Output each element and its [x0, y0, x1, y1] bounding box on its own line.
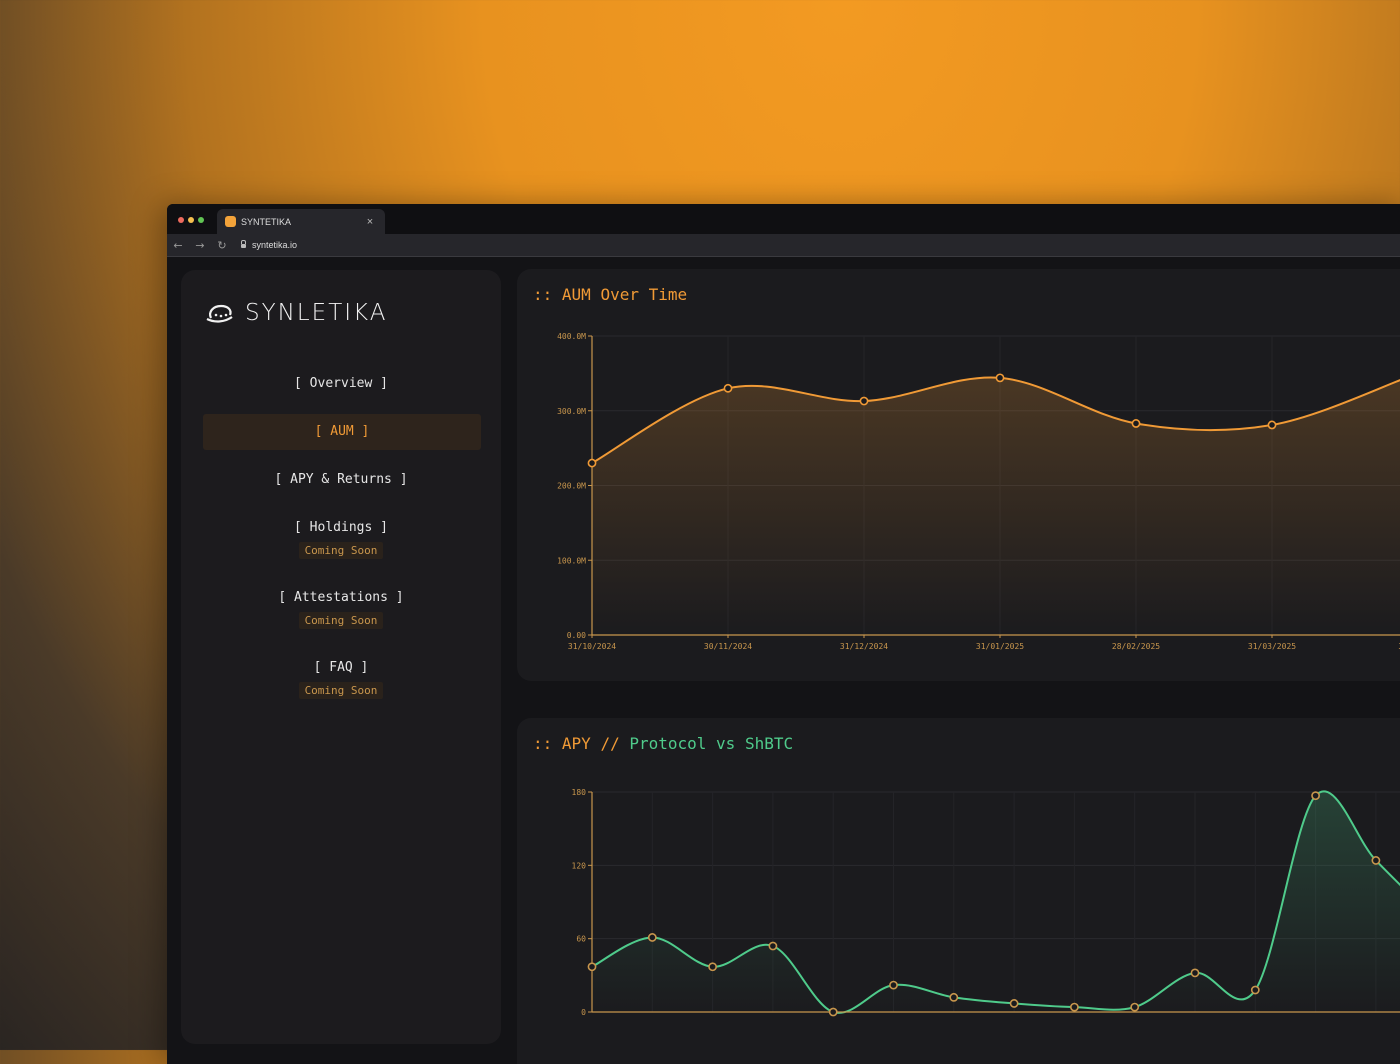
- sidebar-item-label: [ Overview ]: [294, 376, 388, 391]
- lock-icon: [241, 240, 246, 248]
- address-bar: ← → ↻ syntetika.io: [167, 234, 1400, 257]
- brand-name: SYNⅬETIKA: [245, 300, 388, 326]
- title-prefix: ::: [533, 734, 562, 753]
- coming-soon-badge: Coming Soon: [298, 542, 384, 559]
- back-arrow-icon[interactable]: ←: [173, 238, 183, 252]
- title-text-b: Protocol vs ShBTC: [629, 734, 794, 753]
- browser-tab[interactable]: SYNTETIKA ×: [217, 209, 385, 234]
- data-point: [1130, 1002, 1140, 1012]
- favicon-icon: [225, 216, 236, 227]
- sidebar-item-label: [ Attestations ]: [278, 590, 404, 605]
- tab-close-icon[interactable]: ×: [366, 215, 374, 228]
- coming-soon-badge: Coming Soon: [298, 682, 384, 699]
- data-point: [587, 458, 597, 468]
- minimize-window-dot[interactable]: [188, 217, 194, 223]
- data-point: [708, 962, 717, 972]
- sidebar-item-faq[interactable]: [ FAQ ] Coming Soon: [181, 660, 501, 699]
- data-point: [1190, 968, 1200, 978]
- y-tick-label: 0: [581, 1008, 586, 1017]
- data-point: [949, 992, 959, 1002]
- series-area: [592, 377, 1400, 635]
- browser-window: SYNTETIKA × ← → ↻ syntetika.io SYNⅬETIKA…: [167, 204, 1400, 1064]
- y-tick-label: 200.0M: [557, 482, 586, 491]
- y-tick-label: 0.00: [567, 631, 586, 640]
- data-point: [1267, 420, 1277, 430]
- y-tick-label: 400.0M: [557, 332, 586, 341]
- data-point: [1131, 419, 1141, 428]
- x-tick-label: 31/10/2024: [568, 642, 616, 651]
- sidebar-item-label: [ FAQ ]: [313, 660, 369, 675]
- coming-soon-badge: Coming Soon: [298, 612, 384, 629]
- y-tick-label: 60: [576, 935, 586, 944]
- forward-arrow-icon[interactable]: →: [195, 238, 205, 252]
- aum-chart-title: :: AUM Over Time: [533, 285, 687, 304]
- browser-tab-bar: SYNTETIKA ×: [167, 204, 1400, 234]
- window-controls: [178, 217, 204, 223]
- series-area: [592, 791, 1400, 1013]
- data-point: [723, 383, 733, 393]
- sidebar-item-label: [ APY & Returns ]: [274, 472, 408, 487]
- title-text-a: APY //: [561, 734, 630, 753]
- data-point: [587, 962, 597, 972]
- sidebar-item-attestations[interactable]: [ Attestations ] Coming Soon: [181, 590, 501, 629]
- sidebar-item-holdings[interactable]: [ Holdings ] Coming Soon: [181, 520, 501, 559]
- sidebar-item-label: [ AUM ]: [314, 424, 370, 439]
- title-prefix: ::: [533, 285, 562, 304]
- y-tick-label: 300.0M: [557, 407, 586, 416]
- x-tick-label: 31/03/2025: [1248, 642, 1296, 651]
- x-tick-label: 28/02/2025: [1112, 642, 1160, 651]
- maximize-window-dot[interactable]: [198, 217, 204, 223]
- data-point: [1009, 999, 1019, 1008]
- aum-chart[interactable]: 400.0M 300.0M 200.0M 100.0M 0.00 31/10/2024 30…: [517, 269, 1400, 681]
- brand-logo[interactable]: SYNⅬETIKA: [205, 300, 387, 326]
- apy-chart-title: :: APY // Protocol vs ShBTC: [533, 734, 793, 753]
- x-tick-label: 31/12/2024: [840, 642, 888, 651]
- data-point: [768, 941, 778, 951]
- sidebar-item-overview[interactable]: [ Overview ]: [181, 376, 501, 391]
- data-point: [1070, 1002, 1079, 1012]
- apy-chart[interactable]: 180 120 60 0: [517, 718, 1400, 1064]
- sidebar: SYNⅬETIKA [ Overview ] [ AUM ] [ APY & R…: [181, 270, 501, 1044]
- data-point: [1371, 856, 1381, 865]
- data-point: [647, 933, 657, 942]
- syntetika-logo-icon: [206, 304, 233, 323]
- y-tick-label: 180: [572, 788, 587, 797]
- y-tick-label: 120: [572, 861, 587, 870]
- title-text: AUM Over Time: [561, 285, 688, 304]
- url-text: syntetika.io: [252, 240, 298, 250]
- tab-title: SYNTETIKA: [241, 216, 292, 227]
- data-point: [1311, 791, 1320, 801]
- close-window-dot[interactable]: [178, 217, 184, 223]
- data-point: [889, 980, 898, 990]
- data-point: [995, 373, 1005, 383]
- reload-icon[interactable]: ↻: [217, 238, 227, 252]
- x-tick-label: 30/0: [1398, 642, 1400, 651]
- x-tick-label: 30/11/2024: [704, 642, 752, 651]
- sidebar-item-label: [ Holdings ]: [294, 520, 388, 535]
- x-tick-label: 31/01/2025: [976, 642, 1024, 651]
- sidebar-item-aum[interactable]: [ AUM ]: [203, 414, 481, 450]
- data-point: [1250, 985, 1260, 995]
- y-tick-label: 100.0M: [557, 556, 586, 565]
- data-point: [828, 1007, 838, 1017]
- data-point: [859, 396, 869, 406]
- url-field[interactable]: syntetika.io: [241, 240, 297, 250]
- sidebar-item-apy-returns[interactable]: [ APY & Returns ]: [181, 472, 501, 487]
